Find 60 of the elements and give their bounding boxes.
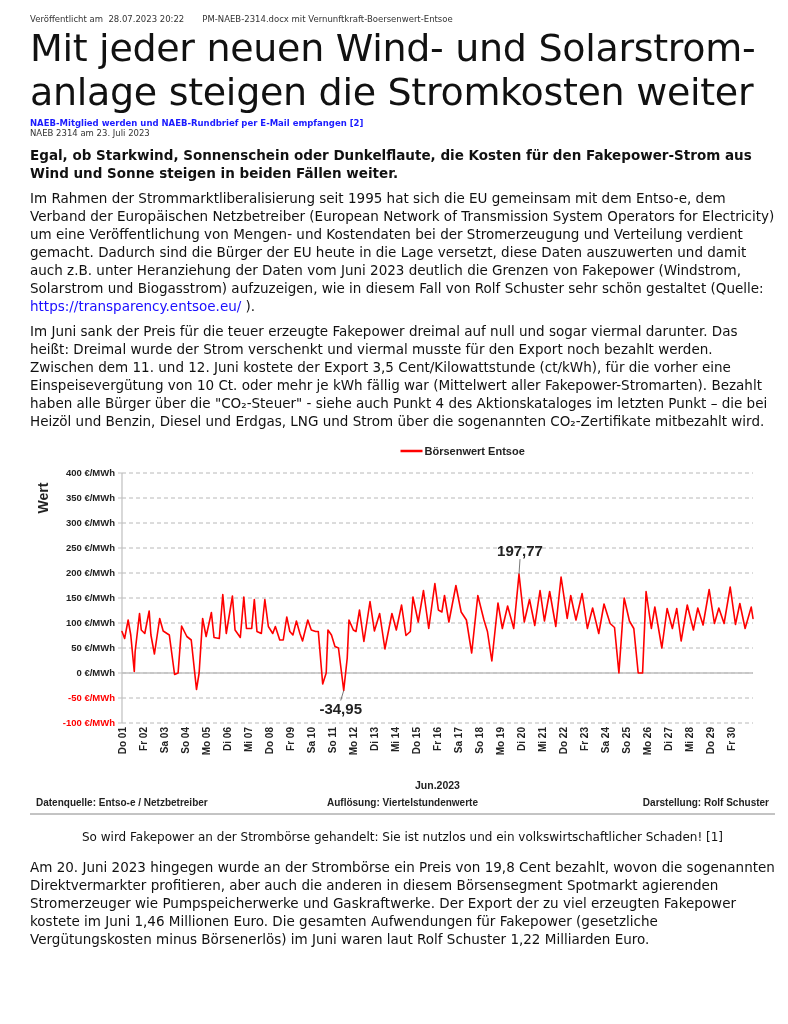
x-tick-label: Mi 21 [537,726,549,753]
y-tick-label: 100 €/MWh [65,617,116,629]
text: Veröffentlicht am 28.07.2023 20:22 [30,14,185,24]
y-tick-label: -100 €/MWh [62,717,116,729]
text: NAEB 2314 am 23. Juli 2023 [30,128,151,138]
text: So wird Fakepower an der Strombörse gehandelt: Sie ist nutzlos und ein volkswirtschaftlicher Schaden! [1] [80,829,725,846]
x-axis-title: Jun.2023 [415,779,461,791]
x-tick-label: Sa 10 [305,726,317,754]
annotation: -34,95 [319,700,362,718]
x-tick-label: Do 15 [410,726,422,755]
x-tick-label: So 25 [621,726,633,754]
x-tick-label: Di 27 [663,726,675,751]
text: NAEB-Mitglied werden und NAEB-Rundbrief per E-Mail empfangen [2] [30,118,365,128]
x-tick-label: So 04 [179,726,191,754]
x-tick-label: Mo 05 [200,726,212,756]
text: Am 20. Juni 2023 hingegen wurde an der Strombörse ein Preis von 19,8 Cent bezahlt, wovon die sogenannten Direktvermarkter profitieren, aber auch die anderen in diesem Börsensegment Spotmarkt agierenden Stromerzeuger wie Pumpspeicherwerke und Gaskraftwerke. Der Export der zu viel erzeugten Fakepower kostete im Juni 1,46 Millionen Euro. Die gesamten Aufwendungen für Fakepower (gesetzliche Vergütungskosten minus Börsenerlös) im Juni waren laut Rolf Schuster 1,22 Milliarden Euro. [30,858,775,948]
x-tick-label: Fr 09 [284,726,296,751]
x-tick-label: Fr 02 [137,726,149,751]
y-tick-label: 250 €/MWh [65,542,116,554]
chart-subtitle: Egal, ob Starkwind, Sonnenschein oder Dunkelflaute, die Kosten für den Fakepower-Strom aus Wind und Sonne steigen in beiden Fällen weiter. [30,146,753,182]
x-tick-label: Fr 16 [432,726,443,751]
x-tick-label: Do 08 [263,726,275,755]
x-tick-label: Mo 19 [495,726,507,756]
y-tick-label: -50 €/MWh [68,692,116,704]
x-tick-label: Fr 23 [579,726,591,751]
legend-label: Börsenwert Entsoe [424,444,525,457]
y-tick-label: 300 €/MWh [65,517,116,529]
y-tick-label: 150 €/MWh [65,592,116,604]
text: Auflösung: Viertelstundenwerte [327,797,479,808]
text: PM-NAEB-2314.docx mit Vernunftkraft-Boersenwert-Entsoe [202,14,453,24]
x-tick-label: Di 13 [368,726,380,751]
x-tick-label: So 11 [326,726,338,754]
annotation: 197,77 [497,542,543,560]
text: Datenquelle: Entso-e / Netzbetreiber [36,797,208,808]
text: Im Rahmen der Strommarktliberalisierung seit 1995 hat sich die EU gemeinsam mit dem Entso-e, dem Verband der Europäischen Netzbetreiber (European Network of Transmission System Operators for Electricity) um eine Veröffentlichung von Mengen- und Kostendaten bei der Stromerzeugung und Verteilung verdient gemacht. Dadurch sind die Bürger der EU heute in die Lage versetzt, diese Daten auszuwerten und damit auch z.B. unter Heranziehung der Daten vom Juni 2023 deutlich die Grenzen von Fakepower (Windstrom, Solarstrom und Biogasstrom) aufzuzeigen, wie in diesem Fall von Rolf Schuster sehr schön gestaltet (Quelle: https://transparency.entsoe.eu/ ). [30,190,775,314]
x-tick-label: Mo 12 [347,726,359,756]
x-tick-label: Di 06 [221,726,233,751]
y-tick-label: 50 €/MWh [71,642,116,654]
y-tick-label: 0 €/MWh [76,667,116,679]
x-tick-label: Mo 26 [642,726,654,756]
x-tick-label: Mi 07 [242,726,254,753]
chart-title: Mit jeder neuen Wind- und Solarstrom-anlage steigen die Stromkosten weiter [30,26,756,114]
x-tick-label: So 18 [474,726,486,754]
x-tick-label: Sa 03 [158,726,170,754]
x-tick-label: Do 22 [558,726,570,755]
x-tick-label: Do 29 [705,726,717,755]
y-tick-label: 400 €/MWh [65,467,116,479]
text: Im Juni sank der Preis für die teuer erzeugte Fakepower dreimal auf null und sogar viermal darunter. Das heißt: Dreimal wurde der Strom verschenkt und viermal musste für den Export noch bezahlt werden. Zwischen dem 11. und 12. Juni kostete der Export 3,5 Cent/Kilowattstunde (ct/kWh), für die vorher eine Einspeisevergütung von 10 Ct. oder mehr je kWh fällig war (Mittelwert aller Fakepower-Stromarten). Bezahlt haben alle Bürger über die "CO₂-Steuer" - siehe auch Punkt 4 des Aktionskataloges im letzten Punkt – die bei Heizöl und Benzin, Diesel und Erdgas, LNG und Strom über die sogenannten CO₂-Zertifikate mitbezahlt wird. [30,322,769,430]
text: Darstellung: Rolf Schuster [642,797,770,808]
x-tick-label: Do 01 [116,726,128,755]
x-tick-label: Sa 17 [453,726,465,754]
y-axis-title: Wert [35,482,51,514]
y-tick-label: 200 €/MWh [65,567,116,579]
x-tick-label: Mi 28 [684,726,696,753]
x-tick-label: Mi 14 [389,726,401,753]
line-series [121,573,754,692]
x-tick-label: Di 20 [516,726,528,751]
y-tick-label: 350 €/MWh [65,492,116,504]
x-tick-label: Sa 24 [600,726,612,754]
x-tick-label: Fr 30 [726,726,738,751]
